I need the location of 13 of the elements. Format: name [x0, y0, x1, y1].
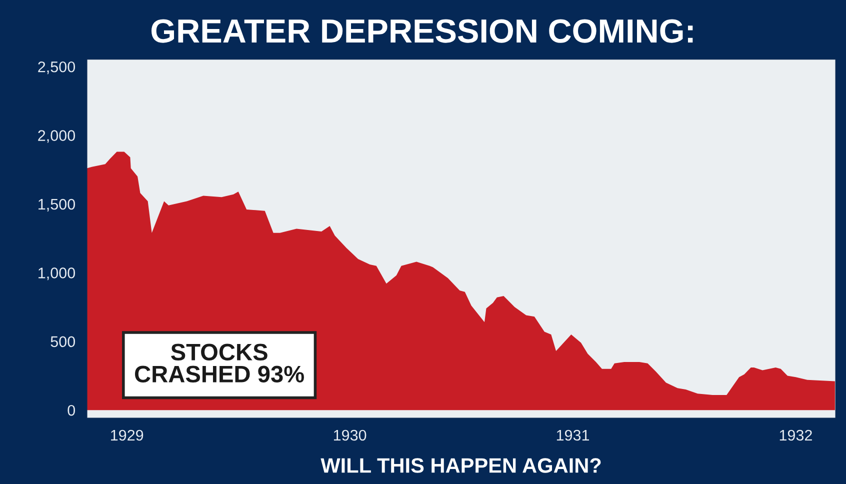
x-tick-label: 1929	[111, 430, 144, 441]
x-axis-title: WILL THIS HAPPEN AGAIN?	[320, 458, 601, 473]
y-tick-label: 2,500	[38, 61, 76, 74]
x-tick-label: 1932	[780, 430, 812, 441]
y-tick-label: 1,000	[38, 268, 76, 280]
y-tick-label: 500	[50, 336, 76, 348]
annotation: STOCKS CRASHED 93%	[134, 344, 304, 383]
chart-title: GREATER DEPRESSION COMING:	[152, 19, 693, 43]
x-tick-label: 1930	[334, 430, 366, 441]
x-tick-label: 1931	[556, 430, 590, 441]
y-tick-label: 2,000	[38, 130, 76, 143]
y-tick-label: 0	[68, 404, 76, 416]
y-tick-label: 1,500	[38, 198, 76, 212]
